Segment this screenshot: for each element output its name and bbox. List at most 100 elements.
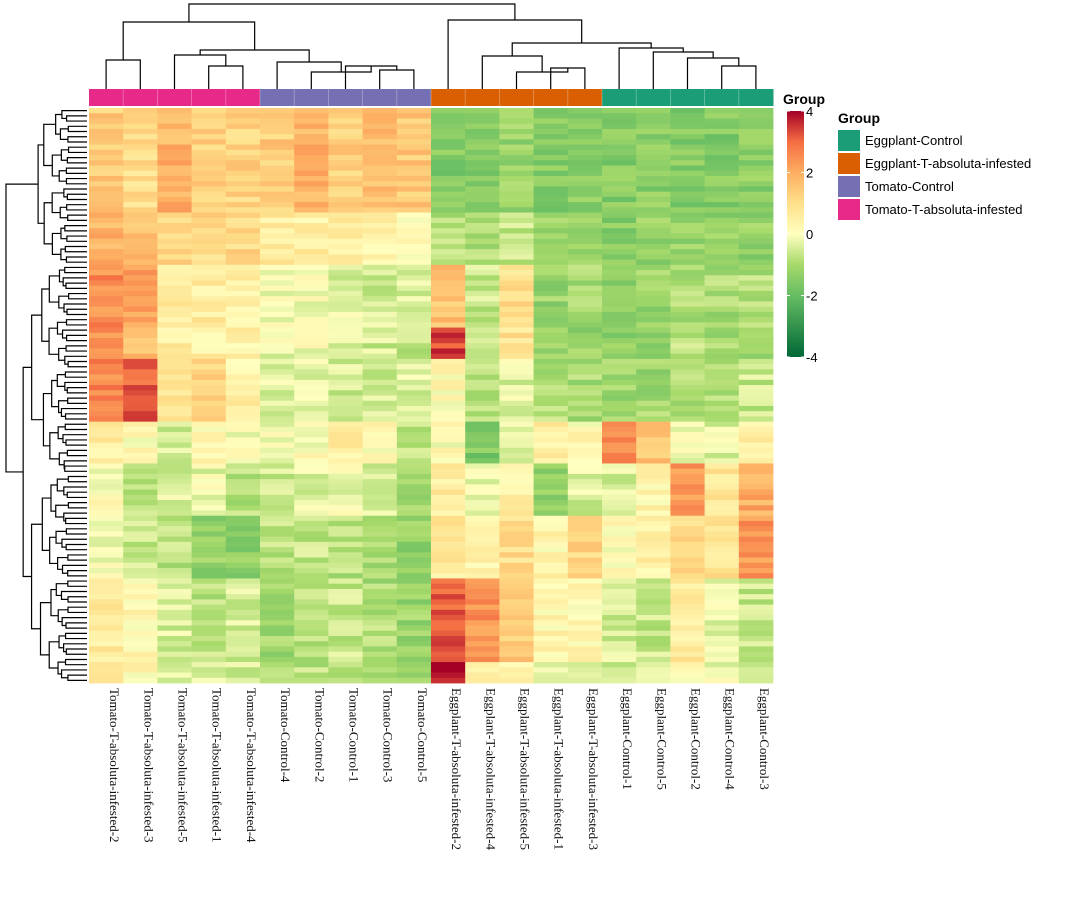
annotation-cell [602, 89, 637, 106]
heatmap-cell [465, 186, 500, 193]
heatmap-cell [396, 108, 432, 114]
heatmap-cell [704, 442, 740, 449]
heatmap-cell [670, 317, 705, 323]
heatmap-cell [431, 322, 466, 328]
heatmap-cell [396, 620, 432, 626]
heatmap-cell [225, 646, 261, 653]
heatmap-cell [533, 322, 569, 328]
heatmap-cell [225, 322, 261, 328]
heatmap-cell [294, 175, 329, 182]
heatmap-cell [328, 338, 363, 344]
heatmap-cell [157, 625, 192, 632]
heatmap-cell [533, 646, 569, 653]
heatmap-cell [670, 672, 705, 679]
heatmap-cell [567, 609, 603, 616]
row-dendrogram-branch [65, 528, 87, 535]
heatmap-cell [602, 160, 637, 166]
heatmap-cell [602, 233, 637, 240]
heatmap-cell [89, 191, 124, 198]
heatmap-cell [670, 594, 705, 600]
heatmap-cell [602, 667, 637, 673]
annotation-cell [191, 89, 227, 106]
heatmap-cell [465, 568, 500, 574]
annotation-cell [157, 89, 193, 106]
heatmap-cell [123, 583, 158, 590]
heatmap-cell [533, 374, 569, 381]
heatmap-cell [670, 489, 705, 496]
heatmap-cell [362, 301, 398, 308]
row-dendrogram-branch [64, 266, 87, 274]
heatmap-cell [123, 526, 158, 532]
row-dendrogram-branch [65, 648, 87, 655]
heatmap-cell [294, 405, 329, 412]
heatmap-cell [636, 479, 671, 485]
heatmap-cell [260, 662, 295, 668]
heatmap-cell [225, 510, 261, 517]
heatmap-cell [396, 379, 432, 386]
heatmap-cell [567, 557, 603, 564]
heatmap-cell [465, 484, 500, 490]
heatmap-cell [567, 358, 603, 365]
heatmap-cell [89, 557, 124, 564]
row-dendrogram-branch [64, 423, 87, 431]
heatmap-cell [704, 175, 740, 182]
heatmap-cell [191, 149, 227, 156]
heatmap-cell [396, 615, 432, 621]
heatmap-cell [396, 165, 432, 172]
heatmap-cell [738, 228, 774, 234]
heatmap-cell [89, 489, 124, 496]
heatmap-cell [567, 494, 603, 501]
heatmap-cell [533, 630, 569, 637]
row-dendrogram-branch [51, 192, 64, 214]
heatmap-cell [123, 249, 158, 255]
heatmap-cell [431, 134, 466, 140]
heatmap-cell [396, 332, 432, 339]
heatmap-cell [670, 290, 705, 297]
heatmap-cell [225, 223, 261, 229]
column-label: Tomato-T-absoluta-infested-1 [210, 688, 225, 843]
row-dendrogram-branch [64, 632, 87, 640]
heatmap-cell [602, 259, 637, 266]
heatmap-cell [328, 489, 363, 496]
row-dendrogram [5, 110, 87, 681]
heatmap-cell [431, 510, 466, 517]
heatmap-cell [670, 385, 705, 391]
heatmap-cell [89, 437, 124, 443]
heatmap-cell [362, 468, 398, 475]
heatmap-cell [431, 191, 466, 198]
heatmap-cell [191, 264, 227, 271]
heatmap-cell [431, 301, 466, 308]
heatmap-cell [465, 615, 500, 621]
heatmap-cell [670, 217, 705, 224]
heatmap-cell [396, 238, 432, 245]
heatmap-cell [123, 191, 158, 198]
heatmap-cell [602, 562, 637, 569]
heatmap-cell [704, 296, 740, 302]
heatmap-cell [636, 609, 671, 616]
heatmap-cell [191, 625, 227, 632]
heatmap-cell [294, 249, 329, 255]
heatmap-cell [89, 322, 124, 328]
heatmap-cell [602, 139, 637, 145]
heatmap-cell [396, 447, 432, 454]
heatmap-cell [191, 332, 227, 339]
heatmap-cell [362, 128, 398, 135]
heatmap-cell [362, 134, 398, 140]
heatmap-cell [465, 348, 500, 355]
heatmap-cell [123, 259, 158, 266]
heatmap-cell [465, 609, 500, 616]
heatmap-cell [260, 609, 295, 616]
heatmap-cell [328, 128, 363, 135]
heatmap-cell [704, 165, 740, 172]
heatmap-cell [294, 432, 329, 438]
heatmap-cell [670, 196, 705, 203]
heatmap-cell [465, 379, 500, 386]
heatmap-cell [567, 108, 603, 114]
heatmap-cell [123, 118, 158, 125]
column-label: Tomato-T-absoluta-infested-5 [176, 688, 191, 843]
heatmap-cell [260, 615, 295, 621]
heatmap-cell [567, 155, 603, 161]
heatmap-cell [294, 217, 329, 224]
heatmap-cell [465, 264, 500, 271]
heatmap-cell [396, 385, 432, 391]
